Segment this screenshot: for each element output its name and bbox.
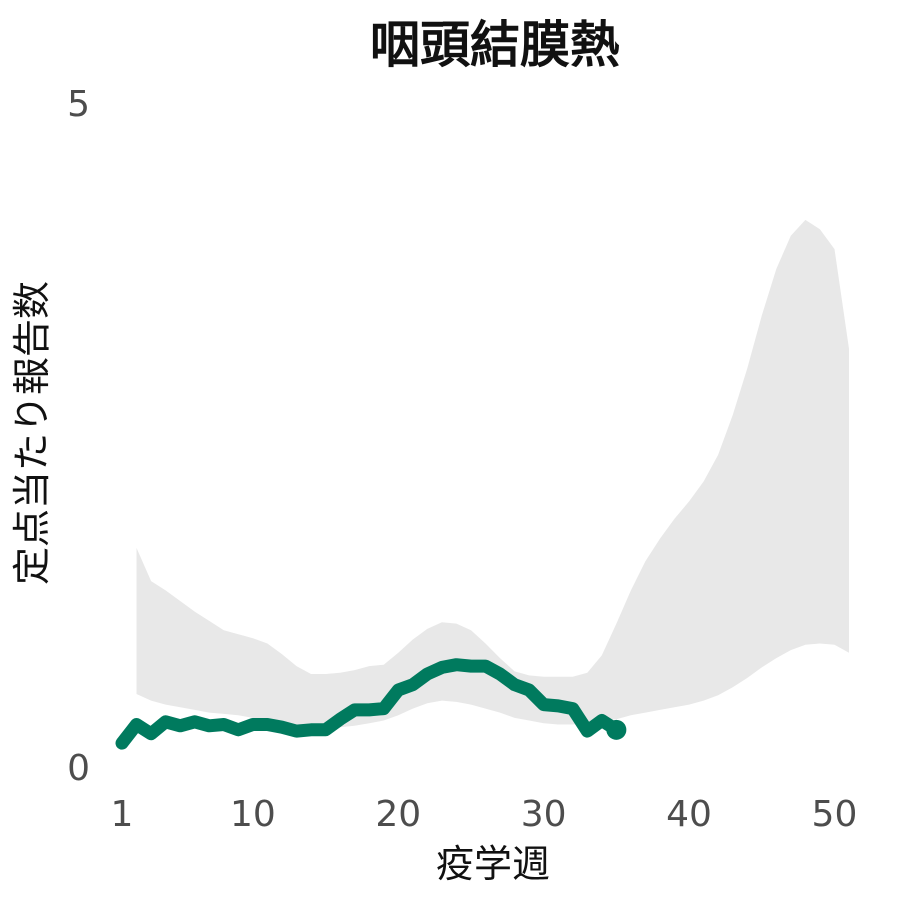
x-tick-label: 10: [230, 794, 276, 835]
x-tick-label: 1: [111, 794, 134, 835]
chart-title: 咽頭結膜熱: [370, 16, 620, 74]
x-tick-label: 20: [375, 794, 421, 835]
x-tick-label: 30: [521, 794, 567, 835]
x-tick-label: 40: [666, 794, 712, 835]
series-last-point: [606, 719, 627, 740]
band-area: [136, 219, 849, 729]
x-axis-label: 疫学週: [436, 842, 550, 886]
y-tick-label: 5: [67, 84, 90, 125]
x-tick-label: 50: [812, 794, 858, 835]
y-axis-label: 定点当たり報告数: [10, 281, 54, 585]
historical-range-band: [136, 219, 849, 729]
x-tick-labels: 1 10 20 30 40 50: [111, 794, 858, 835]
y-tick-label: 0: [67, 748, 90, 789]
series-line: [115, 658, 623, 750]
series-line-group: [115, 658, 627, 750]
y-tick-labels: 05: [67, 84, 90, 789]
